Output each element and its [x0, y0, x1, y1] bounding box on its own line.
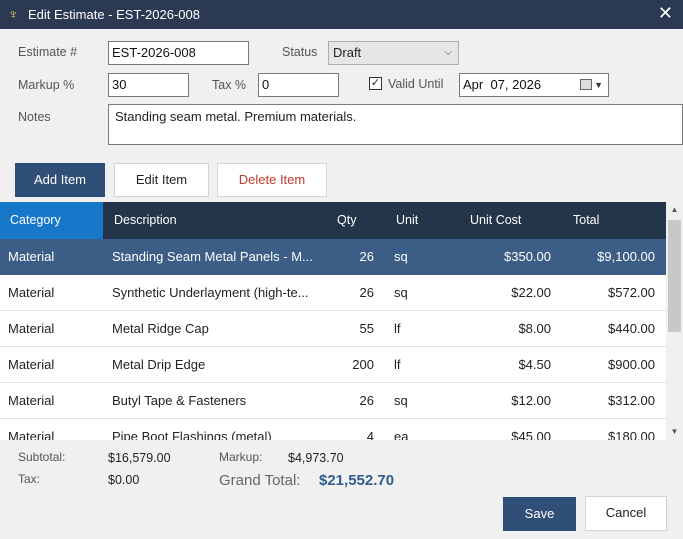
add-item-button[interactable]: Add Item [15, 163, 105, 197]
scrollbar-thumb[interactable] [668, 220, 681, 332]
estimate-number-label: Estimate # [18, 45, 78, 59]
chevron-down-icon: ⌵ [444, 47, 452, 58]
table-row[interactable]: Material Pipe Boot Flashings (metal) 4 e… [0, 419, 666, 440]
table-row[interactable]: Material Synthetic Underlayment (high-te… [0, 275, 666, 311]
delete-item-button[interactable]: Delete Item [217, 163, 327, 197]
cell-unit-cost: $4.50 [518, 357, 551, 372]
cell-description: Metal Ridge Cap [112, 321, 209, 336]
column-header-qty[interactable]: Qty [337, 213, 357, 227]
markup-field[interactable]: 30 [108, 73, 189, 97]
column-header-total[interactable]: Total [573, 213, 600, 227]
valid-until-date-value: Apr 07, 2026 [463, 77, 542, 92]
cell-unit: ea [394, 429, 409, 440]
estimate-number-field[interactable]: EST-2026-008 [108, 41, 249, 65]
valid-until-checkbox[interactable]: ✓ [369, 77, 382, 90]
cell-qty: 200 [352, 357, 374, 372]
cell-category: Material [8, 285, 55, 300]
grid-header: Category Description Qty Unit Unit Cost … [0, 202, 666, 239]
notes-field[interactable]: Standing seam metal. Premium materials. [108, 104, 683, 145]
tax-total-value: $0.00 [108, 473, 140, 487]
cell-description: Synthetic Underlayment (high-te... [112, 285, 309, 300]
tax-field[interactable]: 0 [258, 73, 339, 97]
cell-unit-cost: $45.00 [511, 429, 551, 440]
cell-total: $900.00 [608, 357, 655, 372]
status-label: Status [282, 45, 318, 59]
cell-unit-cost: $22.00 [511, 285, 551, 300]
valid-until-label: Valid Until [388, 77, 444, 91]
status-select[interactable]: Draft ⌵ [328, 41, 459, 65]
calendar-icon[interactable] [580, 79, 592, 90]
cell-category: Material [8, 249, 55, 264]
cell-unit-cost: $12.00 [511, 393, 551, 408]
table-row[interactable]: Material Metal Ridge Cap 55 lf $8.00 $44… [0, 311, 666, 347]
cell-category: Material [8, 357, 55, 372]
grand-total-label: Grand Total: [219, 472, 301, 489]
cell-total: $312.00 [608, 393, 655, 408]
markup-total-value: $4,973.70 [288, 451, 344, 465]
cell-category: Material [8, 393, 55, 408]
markup-total-label: Markup: [219, 450, 263, 464]
tax-label: Tax % [212, 78, 247, 92]
cell-qty: 26 [359, 393, 374, 408]
cell-unit-cost: $350.00 [504, 249, 551, 264]
cell-category: Material [8, 321, 55, 336]
cell-unit: sq [394, 393, 408, 408]
close-icon[interactable]: ✕ [657, 3, 673, 23]
grand-total-value: $21,552.70 [319, 472, 395, 489]
cell-qty: 26 [359, 249, 374, 264]
valid-until-date-picker[interactable]: Apr 07, 2026 ▼ [459, 73, 609, 97]
cell-qty: 55 [359, 321, 374, 336]
cell-unit: sq [394, 249, 408, 264]
cell-unit: lf [394, 321, 401, 336]
cell-qty: 26 [359, 285, 374, 300]
save-button[interactable]: Save [503, 497, 576, 531]
cell-description: Standing Seam Metal Panels - M... [112, 249, 313, 264]
grid-scrollbar[interactable]: ▲ ▼ [666, 202, 683, 440]
cell-qty: 4 [366, 429, 374, 440]
notes-label: Notes [18, 110, 51, 124]
title-bar: ♆ Edit Estimate - EST-2026-008 ✕ [0, 0, 683, 29]
table-row[interactable]: Material Metal Drip Edge 200 lf $4.50 $9… [0, 347, 666, 383]
app-icon: ♆ [8, 6, 19, 22]
cell-total: $9,100.00 [597, 249, 655, 264]
cell-description: Pipe Boot Flashings (metal) [112, 429, 272, 440]
subtotal-label: Subtotal: [18, 450, 66, 464]
cell-total: $572.00 [608, 285, 655, 300]
scroll-up-icon[interactable]: ▲ [670, 205, 679, 214]
subtotal-value: $16,579.00 [108, 451, 171, 465]
table-row[interactable]: Material Butyl Tape & Fasteners 26 sq $1… [0, 383, 666, 419]
column-header-category[interactable]: Category [0, 202, 103, 239]
scroll-down-icon[interactable]: ▼ [670, 427, 679, 436]
status-selected-value: Draft [333, 45, 362, 60]
cell-description: Butyl Tape & Fasteners [112, 393, 247, 408]
column-header-unit-cost[interactable]: Unit Cost [470, 213, 522, 227]
cell-description: Metal Drip Edge [112, 357, 206, 372]
tax-total-label: Tax: [18, 472, 41, 486]
cell-total: $180.00 [608, 429, 655, 440]
edit-item-button[interactable]: Edit Item [114, 163, 209, 197]
cell-unit: sq [394, 285, 408, 300]
line-items-grid: Category Description Qty Unit Unit Cost … [0, 202, 666, 440]
cell-category: Material [8, 429, 55, 440]
cell-unit: lf [394, 357, 401, 372]
column-header-unit[interactable]: Unit [396, 213, 419, 227]
cell-unit-cost: $8.00 [518, 321, 551, 336]
cell-total: $440.00 [608, 321, 655, 336]
chevron-down-icon[interactable]: ▼ [594, 80, 603, 90]
window-title: Edit Estimate - EST-2026-008 [28, 7, 200, 22]
column-header-description[interactable]: Description [114, 213, 177, 227]
markup-label: Markup % [18, 78, 75, 92]
table-row[interactable]: Material Standing Seam Metal Panels - M.… [0, 239, 666, 275]
cancel-button[interactable]: Cancel [585, 496, 667, 531]
